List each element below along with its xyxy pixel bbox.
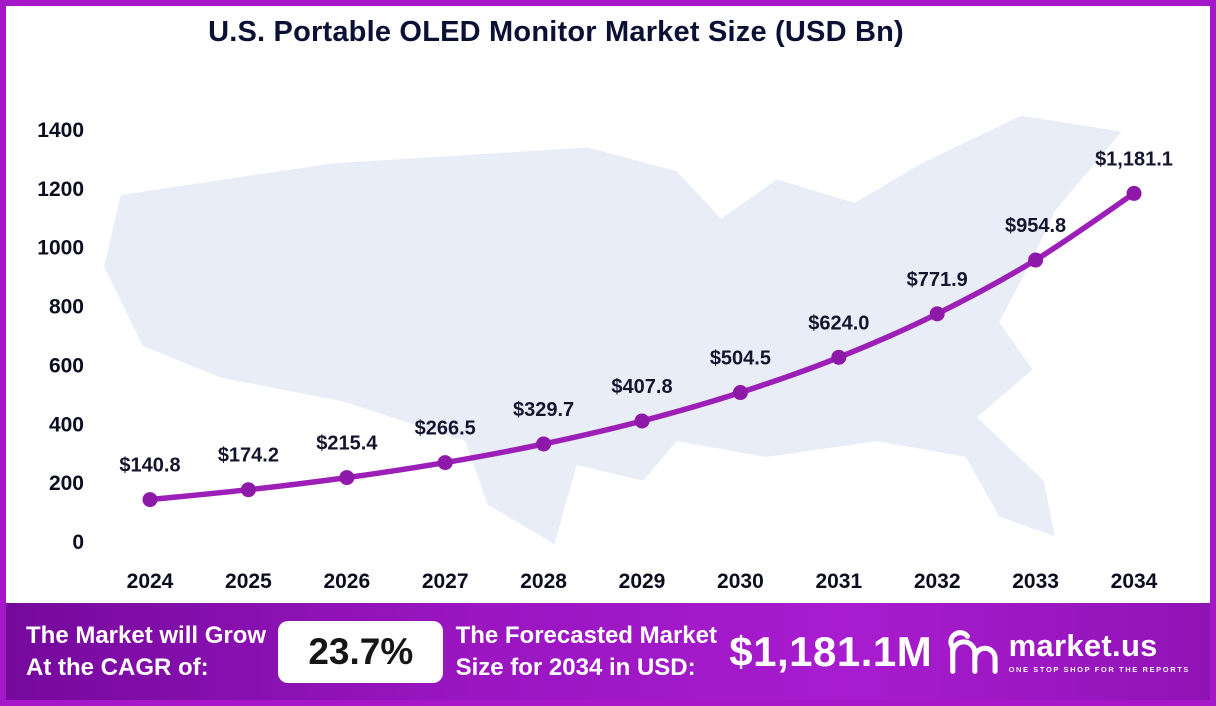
svg-text:2024: 2024 xyxy=(127,570,174,593)
svg-text:2027: 2027 xyxy=(422,570,469,593)
svg-text:800: 800 xyxy=(49,296,84,319)
marketus-logo-mark xyxy=(948,629,998,674)
svg-text:$407.8: $407.8 xyxy=(611,376,672,398)
svg-text:1000: 1000 xyxy=(37,237,84,260)
svg-text:2034: 2034 xyxy=(1111,570,1158,593)
cagr-label-line1: The Market will Grow xyxy=(26,622,267,650)
cagr-value-badge: 23.7% xyxy=(278,620,444,683)
svg-text:$140.8: $140.8 xyxy=(119,455,180,477)
cagr-label: The Market will Grow At the CAGR of: xyxy=(26,620,266,682)
forecast-value: $1,181.1M xyxy=(729,627,933,675)
svg-text:$266.5: $266.5 xyxy=(415,418,476,440)
forecast-label: The Forecasted Market Size for 2034 in U… xyxy=(456,620,717,682)
svg-text:600: 600 xyxy=(49,354,84,377)
svg-text:$1,181.1: $1,181.1 xyxy=(1095,148,1173,170)
svg-text:$504.5: $504.5 xyxy=(710,348,771,370)
svg-text:$174.2: $174.2 xyxy=(218,445,279,467)
svg-text:$215.4: $215.4 xyxy=(316,433,378,455)
marketus-logo-tagline: ONE STOP SHOP FOR THE REPORTS xyxy=(1008,664,1190,674)
svg-text:2025: 2025 xyxy=(225,570,272,593)
footer-banner: The Market will Grow At the CAGR of: 23.… xyxy=(6,603,1210,700)
svg-text:400: 400 xyxy=(49,413,84,436)
marketus-logo: market.us ONE STOP SHOP FOR THE REPORTS xyxy=(945,629,1190,675)
forecast-label-line1: The Forecasted Market xyxy=(455,622,717,650)
svg-text:2029: 2029 xyxy=(619,570,666,593)
svg-text:2031: 2031 xyxy=(815,570,862,593)
svg-text:2028: 2028 xyxy=(520,570,567,593)
marketus-logo-text-block: market.us ONE STOP SHOP FOR THE REPORTS xyxy=(1009,630,1190,674)
svg-text:$771.9: $771.9 xyxy=(907,269,968,291)
cagr-label-line2: At the CAGR of: xyxy=(26,653,209,681)
svg-text:1400: 1400 xyxy=(37,119,84,142)
svg-text:0: 0 xyxy=(72,531,84,554)
line-chart: 0 200 400 600 800 1000 1200 1400 $140.8 2024 $174.… xyxy=(37,119,1173,593)
svg-text:2032: 2032 xyxy=(914,570,961,593)
svg-text:2030: 2030 xyxy=(717,570,764,593)
chart-title: U.S. Portable OLED Monitor Market Size (… xyxy=(208,16,904,48)
svg-text:$624.0: $624.0 xyxy=(808,312,869,334)
svg-text:$329.7: $329.7 xyxy=(513,399,574,421)
svg-text:2033: 2033 xyxy=(1012,570,1059,593)
marketus-logo-name: market.us xyxy=(1008,627,1158,663)
svg-text:2026: 2026 xyxy=(323,570,370,593)
forecast-label-line2: Size for 2034 in USD: xyxy=(455,653,696,681)
svg-text:$954.8: $954.8 xyxy=(1005,215,1066,237)
svg-text:1200: 1200 xyxy=(37,178,84,201)
us-map-silhouette xyxy=(104,115,1122,545)
svg-text:200: 200 xyxy=(49,472,84,495)
